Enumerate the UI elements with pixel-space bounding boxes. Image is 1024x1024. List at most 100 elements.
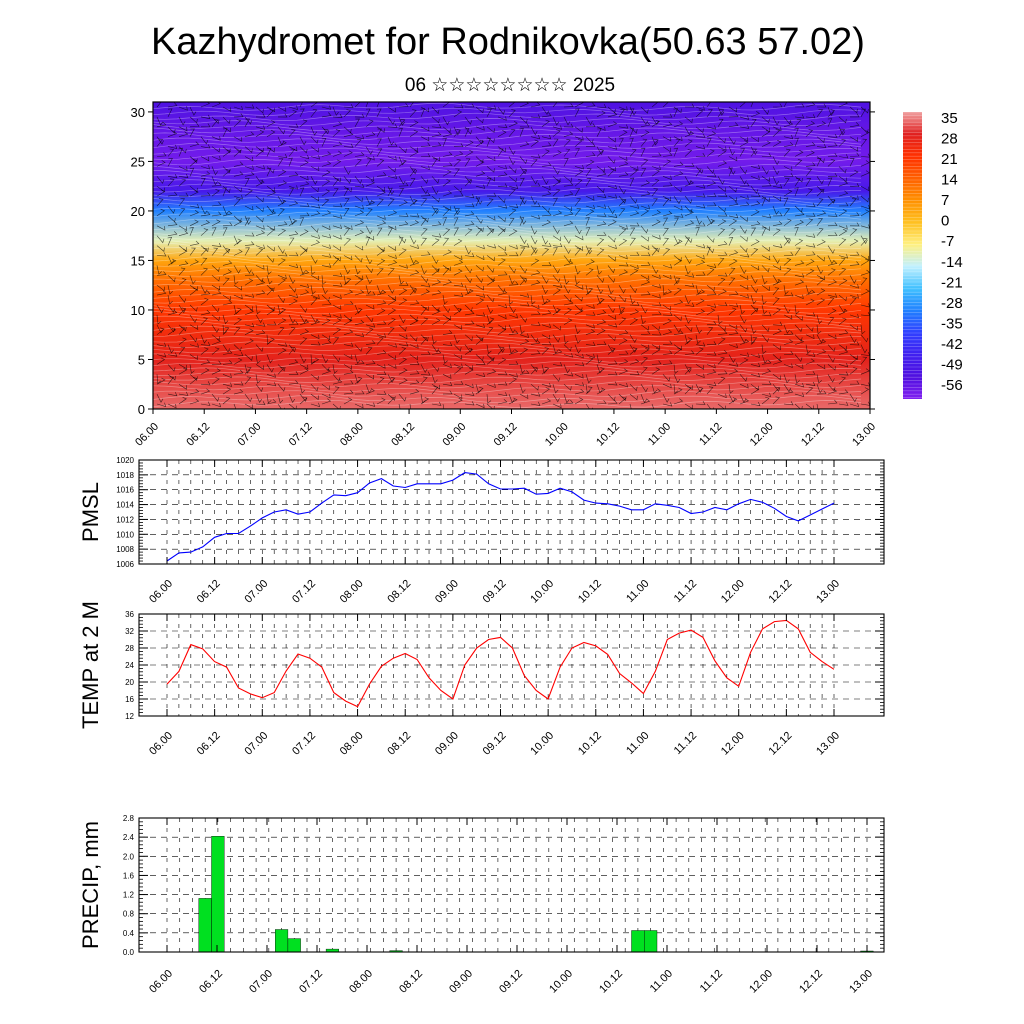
wind-barb (673, 147, 679, 157)
wind-barb (838, 317, 847, 326)
wind-barb (772, 287, 780, 296)
wind-barb (178, 131, 189, 137)
wind-barb (244, 215, 252, 225)
wind-barb (849, 313, 859, 319)
wind-barb (596, 297, 605, 306)
wind-barb (200, 367, 210, 375)
wind-barb (519, 123, 530, 128)
wind-barb (431, 156, 441, 162)
wind-barb (365, 265, 374, 274)
wind-barb (376, 248, 386, 256)
y-tick-label: 20 (131, 204, 145, 219)
wind-barb (508, 156, 516, 166)
wind-barb (222, 205, 229, 215)
wind-barb (530, 158, 538, 167)
wind-barb (651, 138, 659, 147)
wind-barb (827, 260, 838, 266)
wind-barb (442, 116, 450, 126)
wind-barb (849, 341, 860, 346)
wind-barb (343, 176, 352, 184)
wind-barb (728, 237, 734, 246)
wind-barb (288, 298, 298, 306)
wind-barb (706, 369, 717, 375)
wind-barb (508, 166, 517, 174)
wind-barb (805, 178, 812, 187)
wind-barb (596, 265, 603, 275)
wind-barb (365, 314, 374, 323)
wind-barb (222, 227, 228, 236)
wind-barb (266, 205, 275, 214)
wind-barb (783, 116, 792, 125)
wind-barb (629, 148, 637, 157)
wind-barb (728, 228, 736, 236)
wind-barb (156, 102, 162, 108)
precip-panel: 0.00.40.81.21.62.02.42.806.00 06.12 07.00 0… (78, 814, 885, 996)
wind-barb (475, 156, 484, 164)
wind-barb (277, 342, 288, 347)
wind-barb (794, 205, 803, 213)
wind-barb (244, 205, 254, 211)
wind-barb (288, 146, 298, 152)
wind-barb (233, 238, 243, 246)
wind-barb (431, 364, 440, 373)
wind-barb (310, 319, 321, 326)
wind-barb (816, 228, 824, 236)
wind-barb (409, 388, 420, 395)
wind-barb (453, 126, 461, 136)
wind-barb (167, 144, 178, 150)
wind-barb (200, 290, 211, 296)
y-tick-label: 0 (138, 402, 145, 417)
wind-barb (794, 219, 804, 227)
wind-barb (651, 388, 662, 395)
wind-barb (178, 230, 189, 236)
wind-barb (288, 252, 299, 257)
wind-barb (574, 294, 583, 302)
wind-barb (750, 353, 760, 358)
wind-barb (563, 210, 574, 217)
wind-barb (233, 194, 243, 200)
wind-barb (728, 106, 737, 113)
wind-barb (849, 251, 860, 256)
wind-barb (838, 202, 849, 207)
wind-barb (585, 304, 595, 309)
wind-barb (596, 248, 605, 256)
wind-barb (354, 113, 365, 118)
wind-barb (343, 208, 350, 217)
wind-barb (607, 166, 617, 172)
contour-line (153, 127, 862, 136)
wind-barb (178, 364, 188, 370)
wind-barb (607, 219, 617, 227)
wind-barb (376, 364, 386, 369)
wind-barb (596, 384, 603, 394)
wind-barb (486, 166, 495, 173)
wind-barb (475, 106, 484, 114)
wind-barb (640, 398, 651, 405)
wind-barb (321, 189, 331, 197)
wind-barb (827, 334, 837, 340)
wind-barb (233, 249, 243, 256)
wind-barb (409, 195, 417, 205)
wind-barb (442, 329, 453, 335)
wind-barb (310, 195, 320, 202)
x-tick-label: 11.12 (698, 968, 725, 995)
wind-barb (497, 195, 506, 204)
colorbar-label: -7 (941, 233, 954, 250)
wind-barb (772, 166, 780, 176)
wind-barb (167, 327, 177, 335)
wind-barb (387, 198, 395, 207)
wind-barb (563, 285, 571, 294)
wind-barb (695, 193, 706, 198)
wind-barb (860, 312, 870, 317)
wind-barb (475, 354, 484, 362)
wind-barb (178, 178, 187, 187)
wind-barb (233, 136, 243, 142)
x-tick-label: 11.00 (646, 421, 673, 448)
wind-barb (629, 334, 637, 344)
wind-barb (717, 403, 726, 409)
wind-barb (475, 384, 482, 394)
grid (139, 614, 884, 716)
wind-barb (354, 319, 365, 326)
wind-barb (838, 294, 847, 302)
wind-barb (376, 198, 384, 207)
wind-barb (761, 245, 770, 252)
